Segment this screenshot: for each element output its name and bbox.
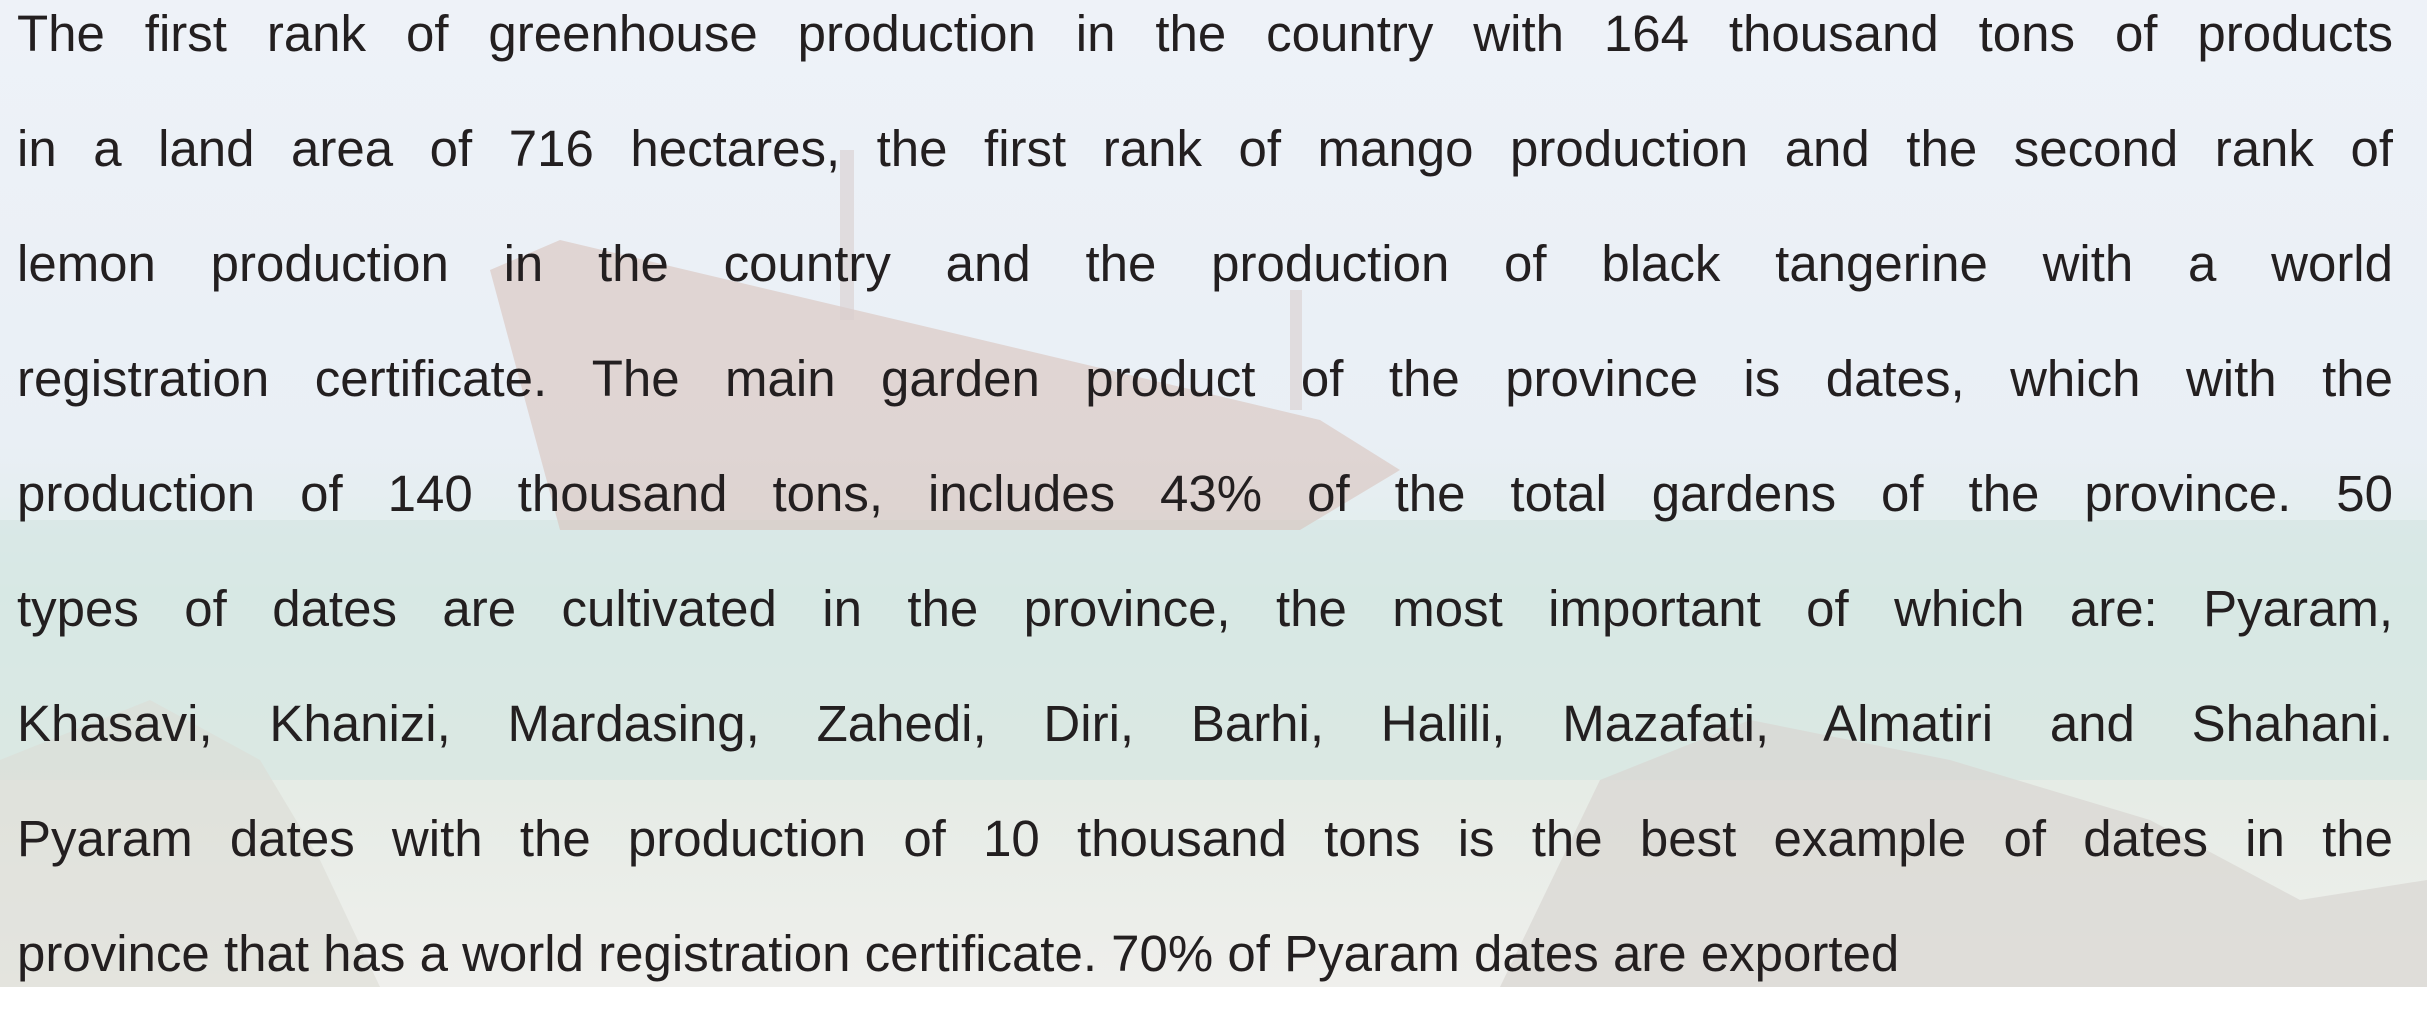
text-line: province that has a world registration c… [17, 896, 2393, 1011]
page: {"paragraph": {"lines": [ "The first ran… [0, 0, 2427, 987]
text-line: lemon production in the country and the … [17, 206, 2393, 321]
text-line: types of dates are cultivated in the pro… [17, 551, 2393, 666]
text-line: registration certificate. The main garde… [17, 321, 2393, 436]
paragraph: The first rank of greenhouse production … [17, 0, 2393, 1011]
text-line: in a land area of 716 hectares, the firs… [17, 91, 2393, 206]
text-line: The first rank of greenhouse production … [17, 0, 2393, 91]
text-line: production of 140 thousand tons, include… [17, 436, 2393, 551]
text-line: Pyaram dates with the production of 10 t… [17, 781, 2393, 896]
text-line: Khasavi, Khanizi, Mardasing, Zahedi, Dir… [17, 666, 2393, 781]
